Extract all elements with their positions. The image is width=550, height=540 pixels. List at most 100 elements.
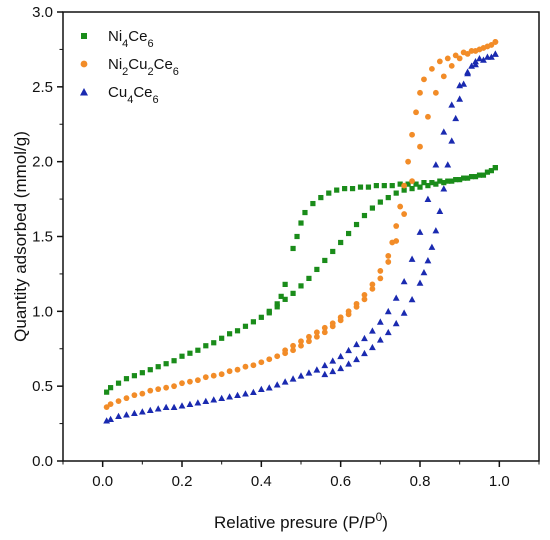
desorption-point [290,342,296,349]
adsorption-point [416,228,424,235]
desorption-point [405,158,411,165]
adsorption-point [480,172,487,178]
adsorption-point [250,319,256,325]
legend-marker-square [81,33,87,39]
adsorption-point [108,385,114,391]
desorption-point [389,239,396,246]
adsorption-point [195,347,201,353]
legend-item: Cu4Ce6 [80,84,159,106]
adsorption-point [488,168,494,174]
legend: Ni4Ce6 Ni2Cu2Ce6 Cu4Ce6 [80,28,179,106]
adsorption-point [290,290,296,296]
desorption-point [401,182,408,189]
adsorption-point [329,357,337,364]
adsorption-point [400,278,408,285]
adsorption-point [123,376,130,382]
adsorption-point [408,255,416,262]
y-tick-label: 3.0 [32,4,53,21]
adsorption-point [131,409,138,416]
adsorption-point [171,383,177,390]
desorption-point [484,169,491,175]
desorption-point [436,58,443,65]
adsorption-point [369,205,375,211]
adsorption-point [178,402,186,409]
legend-label: Ni4Ce6 [108,28,154,50]
adsorption-point [210,372,217,379]
adsorption-point [385,194,391,201]
desorption-point [461,175,467,181]
adsorption-point [440,128,448,135]
adsorption-point [313,366,321,373]
adsorption-point [131,392,138,399]
adsorption-point [186,400,194,408]
adsorption-point [289,375,297,382]
adsorption-point [313,333,320,340]
adsorption-point [219,335,225,341]
desorption-point [420,269,428,276]
adsorption-point [154,405,162,412]
desorption-point [440,185,448,192]
adsorption-point [242,390,249,397]
x-tick-label: 0.4 [251,473,272,490]
adsorption-point [449,178,455,184]
desorption-point [428,243,436,250]
adsorption-point [218,371,225,378]
desorption-point [385,253,392,259]
desorption-point [266,308,272,314]
adsorption-point [457,177,463,183]
adsorption-point [441,180,447,186]
desorption-point [393,223,400,229]
adsorption-point [432,161,440,168]
desorption-point [405,181,411,187]
adsorption-point [432,89,439,96]
adsorption-point [417,184,423,190]
series-Ni4Ce6 [104,165,498,395]
adsorption-point [353,340,360,348]
adsorption-point [409,178,415,185]
desorption-point [337,314,344,321]
desorption-point [456,95,464,102]
desorption-point [400,309,408,316]
desorption-point [345,360,352,367]
adsorption-point [282,296,288,302]
adsorption-point [171,358,177,364]
adsorption-point [376,318,384,325]
adsorption-point [162,403,170,411]
adsorption-point [187,378,193,385]
adsorption-point [194,399,202,406]
adsorption-point [297,372,305,379]
desorption-point [464,69,471,77]
legend-label: Ni2Cu2Ce6 [108,56,179,78]
desorption-point [334,187,340,193]
adsorption-point [306,275,312,282]
x-tick-label: 0.2 [172,473,193,490]
y-tick-label: 0.5 [32,378,53,395]
desorption-point [353,355,360,363]
adsorption-point [234,366,241,373]
adsorption-point [281,378,289,385]
adsorption-point [384,307,392,315]
adsorption-point [377,275,384,282]
adsorption-point [274,304,280,310]
adsorption-point [456,55,463,62]
adsorption-point [465,175,471,181]
adsorption-point [227,331,233,337]
y-tick-label: 1.5 [32,229,53,246]
adsorption-point [146,406,154,414]
adsorption-point [123,411,130,418]
desorption-point [365,184,372,190]
adsorption-point [337,352,345,360]
desorption-point [444,161,452,168]
adsorption-point [377,199,383,205]
adsorption-point [401,211,408,217]
desorption-point [337,364,345,372]
x-axis-title: Relative presure (P/P0) [214,510,388,532]
desorption-point [397,181,403,187]
desorption-point [377,268,384,274]
desorption-point [492,39,499,45]
desorption-point [361,349,368,357]
adsorption-point [202,397,210,405]
desorption-point [361,291,368,298]
adsorption-point [298,342,304,349]
adsorption-point [290,347,296,354]
